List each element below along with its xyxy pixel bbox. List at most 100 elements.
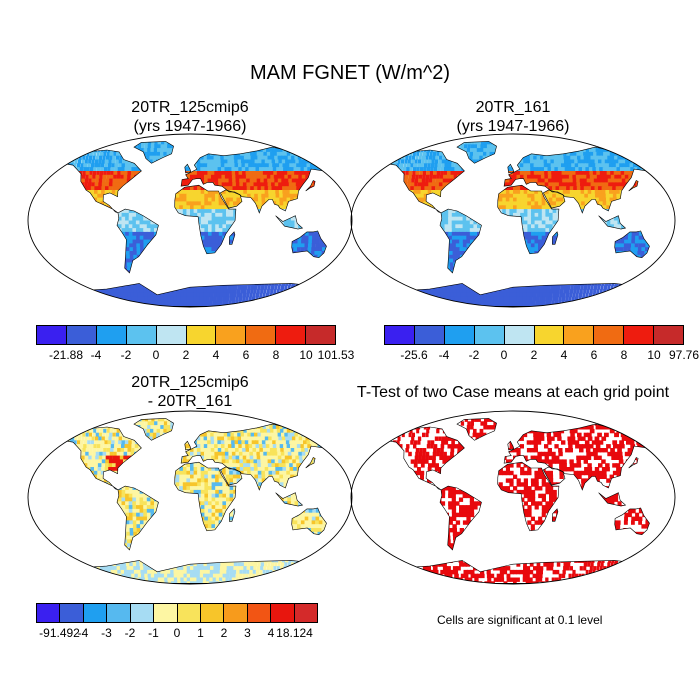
grid-cell (228, 300, 232, 305)
grid-cell (447, 144, 451, 149)
grid-cell (404, 148, 407, 153)
grid-cell (240, 224, 245, 229)
grid-cell (450, 167, 455, 172)
grid-cell (295, 258, 300, 263)
grid-cell (159, 155, 164, 161)
grid-cell (107, 228, 112, 233)
grid-cell (430, 163, 435, 168)
grid-cell (229, 296, 233, 302)
grid-cell (231, 174, 237, 180)
grid-cell (72, 171, 76, 176)
grid-cell (200, 254, 205, 260)
grid-cell (42, 220, 47, 225)
grid-cell (197, 174, 202, 180)
grid-cell (229, 212, 234, 218)
grid-cell (590, 141, 596, 145)
grid-cell (172, 251, 177, 256)
grid-cell (552, 144, 557, 149)
grid-cell (289, 163, 295, 168)
grid-cell (428, 155, 433, 161)
grid-cell (500, 137, 504, 141)
grid-cell (165, 262, 170, 267)
grid-cell (579, 151, 585, 157)
grid-cell (45, 224, 51, 229)
grid-cell (111, 163, 115, 168)
grid-cell (270, 289, 274, 294)
grid-cell (85, 270, 91, 275)
grid-cell (259, 266, 264, 271)
grid-cell (440, 167, 445, 172)
map-panel-1 (27, 133, 353, 308)
grid-cell (42, 212, 47, 218)
grid-cell (561, 141, 566, 145)
grid-cell (124, 273, 129, 279)
grid-cell (94, 281, 100, 286)
grid-cell (304, 247, 308, 252)
grid-cell (162, 171, 167, 176)
grid-cell (557, 159, 562, 164)
grid-cell (49, 216, 54, 222)
grid-cell (44, 186, 49, 191)
grid-cell (114, 163, 119, 168)
grid-cell (92, 270, 98, 275)
grid-cell (629, 163, 635, 168)
grid-cell (341, 167, 347, 172)
grid-cell (456, 151, 460, 157)
grid-cell (190, 304, 194, 307)
grid-cell (244, 216, 249, 222)
grid-cell (272, 247, 276, 252)
grid-cell (297, 201, 302, 206)
grid-cell (299, 163, 305, 168)
grid-cell (143, 205, 148, 210)
grid-cell (503, 141, 507, 145)
grid-cell (313, 304, 316, 307)
grid-cell (371, 167, 375, 172)
grid-cell (111, 277, 116, 283)
grid-cell (81, 216, 87, 222)
grid-cell (224, 174, 230, 180)
grid-cell (618, 159, 624, 164)
grid-cell (250, 289, 254, 294)
grid-cell (75, 193, 80, 199)
grid-cell (64, 235, 69, 241)
grid-cell (38, 231, 44, 237)
grid-cell (118, 144, 122, 149)
grid-cell (267, 300, 271, 305)
grid-cell (38, 258, 40, 263)
grid-cell (339, 281, 343, 286)
grid-cell (152, 167, 156, 172)
grid-cell (272, 277, 276, 283)
grid-cell (88, 296, 94, 302)
grid-cell (235, 178, 240, 183)
grid-cell (121, 277, 126, 283)
grid-cell (319, 209, 324, 214)
grid-cell (151, 141, 155, 145)
grid-cell (265, 209, 270, 214)
grid-cell (193, 212, 198, 218)
grid-cell (325, 197, 331, 202)
grid-cell (485, 159, 490, 164)
grid-cell (303, 289, 307, 294)
grid-cell (199, 296, 204, 302)
grid-cell (302, 182, 308, 187)
grid-cell (280, 212, 285, 218)
grid-cell (245, 171, 250, 176)
grid-cell (273, 300, 277, 305)
grid-cell (172, 235, 177, 241)
grid-cell (75, 205, 80, 210)
grid-cell (358, 167, 361, 171)
grid-cell (131, 273, 136, 279)
grid-cell (457, 167, 462, 172)
grid-cell (137, 258, 142, 263)
grid-cell (297, 155, 303, 161)
grid-cell (93, 205, 98, 210)
grid-cell (207, 186, 212, 191)
grid-cell (523, 171, 528, 176)
grid-cell (182, 182, 187, 187)
grid-cell (279, 273, 284, 279)
grid-cell (43, 193, 48, 199)
grid-cell (506, 155, 511, 161)
grid-cell (179, 262, 184, 267)
grid-cell (70, 258, 75, 263)
grid-cell (267, 186, 273, 191)
